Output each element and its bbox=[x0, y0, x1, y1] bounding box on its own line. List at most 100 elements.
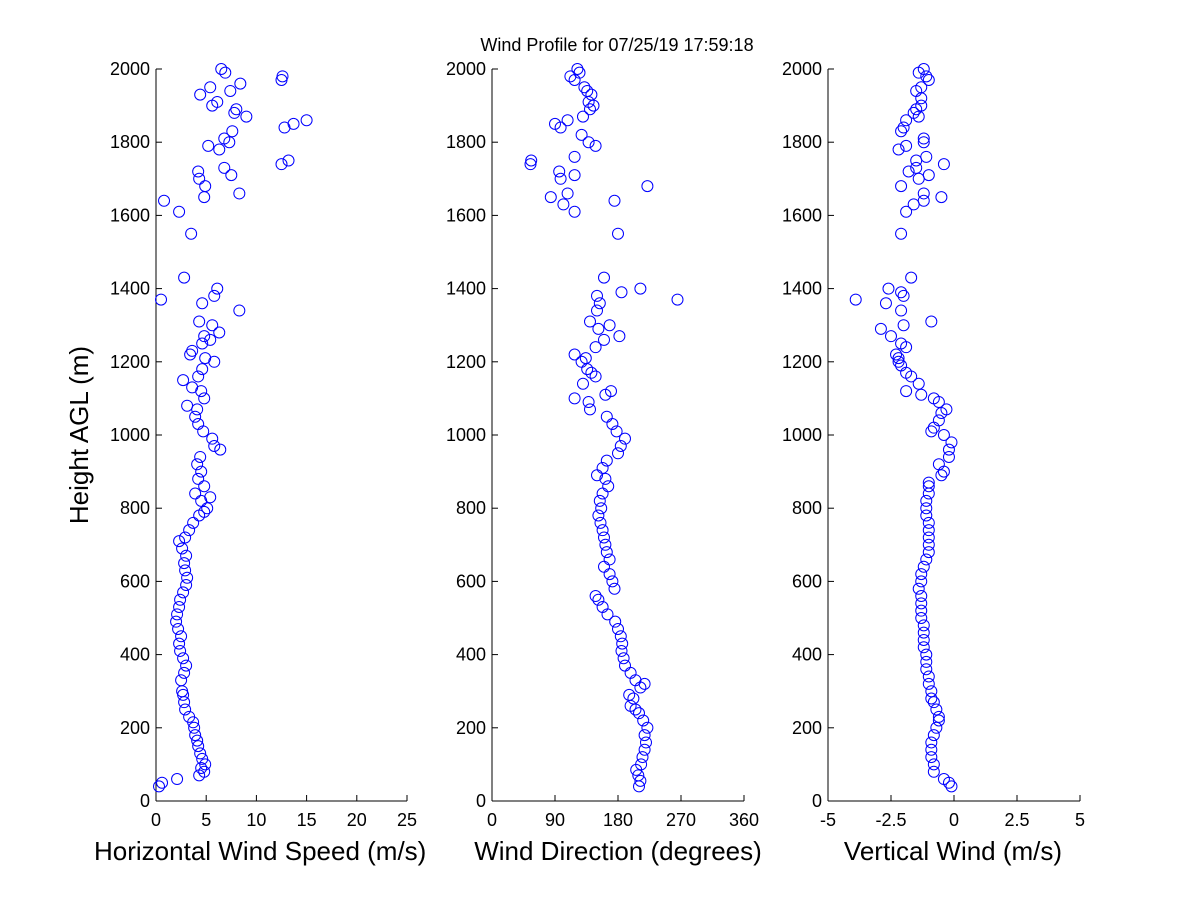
y-tick-label: 800 bbox=[120, 498, 150, 518]
data-point bbox=[596, 461, 609, 474]
data-point bbox=[561, 114, 574, 127]
data-point bbox=[617, 652, 630, 665]
y-tick-label: 200 bbox=[792, 718, 822, 738]
data-point bbox=[192, 165, 205, 178]
data-point bbox=[300, 114, 313, 127]
data-point bbox=[932, 710, 945, 723]
data-point bbox=[199, 180, 212, 193]
data-point bbox=[198, 191, 211, 204]
data-point bbox=[608, 582, 621, 595]
data-point bbox=[180, 549, 193, 562]
data-point bbox=[525, 154, 538, 167]
x-tick-label: 5 bbox=[1075, 810, 1085, 830]
data-point bbox=[937, 465, 950, 478]
data-point bbox=[882, 282, 895, 295]
y-tick-label: 1600 bbox=[110, 205, 150, 225]
data-point bbox=[619, 432, 631, 445]
data-point bbox=[922, 516, 935, 529]
data-point bbox=[233, 187, 246, 200]
data-point bbox=[942, 450, 955, 463]
data-point bbox=[214, 443, 227, 456]
x-axis-title: Wind Direction (degrees) bbox=[474, 836, 762, 866]
data-point bbox=[612, 227, 624, 240]
data-point bbox=[170, 615, 183, 628]
x-tick-label: 2.5 bbox=[1004, 810, 1029, 830]
data-point bbox=[641, 180, 654, 193]
data-point bbox=[594, 516, 607, 529]
data-point bbox=[915, 612, 928, 624]
data-point bbox=[192, 370, 205, 383]
data-point bbox=[912, 172, 925, 185]
data-point bbox=[204, 491, 217, 504]
data-point bbox=[920, 509, 933, 522]
data-point bbox=[922, 538, 935, 551]
data-point bbox=[568, 348, 581, 361]
data-point bbox=[191, 403, 204, 416]
data-point bbox=[198, 392, 211, 405]
x-tick-label: -5 bbox=[820, 810, 836, 830]
data-point bbox=[603, 553, 616, 566]
data-point bbox=[927, 421, 940, 434]
data-point bbox=[158, 194, 171, 207]
data-point bbox=[606, 575, 619, 588]
data-point bbox=[615, 286, 628, 299]
data-point bbox=[218, 161, 231, 174]
data-point bbox=[935, 469, 948, 482]
data-point bbox=[917, 633, 930, 646]
data-point bbox=[932, 414, 945, 427]
data-point bbox=[897, 121, 910, 134]
y-tick-label: 1600 bbox=[782, 205, 822, 225]
data-point bbox=[915, 99, 928, 112]
data-point bbox=[927, 765, 940, 778]
data-point bbox=[635, 758, 648, 771]
data-point bbox=[584, 315, 596, 328]
data-point bbox=[915, 575, 928, 588]
data-point bbox=[179, 531, 192, 544]
data-point bbox=[171, 773, 184, 786]
data-point bbox=[890, 348, 903, 361]
data-point bbox=[874, 322, 887, 335]
y-tick-label: 1200 bbox=[110, 352, 150, 372]
data-point bbox=[915, 604, 928, 617]
data-point bbox=[602, 480, 615, 493]
data-point bbox=[202, 139, 215, 152]
data-point bbox=[922, 524, 935, 537]
data-point bbox=[910, 161, 923, 174]
y-tick-label: 1400 bbox=[446, 279, 486, 299]
data-point bbox=[930, 721, 943, 734]
data-point bbox=[917, 136, 930, 149]
data-point bbox=[937, 429, 950, 441]
data-point bbox=[174, 644, 187, 657]
data-point bbox=[641, 721, 654, 734]
data-point bbox=[183, 710, 196, 723]
data-point bbox=[603, 319, 616, 332]
y-tick-label: 1400 bbox=[110, 279, 150, 299]
data-point bbox=[917, 626, 930, 639]
data-point bbox=[176, 685, 189, 698]
data-point bbox=[589, 341, 602, 354]
data-point bbox=[600, 546, 613, 559]
y-tick-label: 0 bbox=[476, 791, 486, 811]
data-point bbox=[192, 740, 205, 753]
data-point bbox=[544, 191, 557, 204]
data-point bbox=[895, 180, 908, 193]
data-point bbox=[920, 648, 933, 661]
data-point bbox=[637, 714, 650, 727]
data-point bbox=[198, 480, 211, 493]
data-point bbox=[568, 169, 581, 182]
data-point bbox=[575, 128, 588, 141]
data-point bbox=[892, 352, 905, 365]
data-point bbox=[920, 494, 933, 507]
y-tick-label: 1800 bbox=[446, 132, 486, 152]
data-point bbox=[577, 377, 589, 390]
data-point bbox=[177, 652, 190, 665]
data-point bbox=[922, 480, 935, 493]
data-point bbox=[915, 568, 928, 581]
data-point bbox=[892, 355, 905, 368]
y-tick-label: 1200 bbox=[446, 352, 486, 372]
data-point bbox=[557, 198, 570, 211]
data-point bbox=[624, 666, 637, 679]
data-point bbox=[204, 333, 217, 346]
data-point bbox=[582, 95, 595, 108]
